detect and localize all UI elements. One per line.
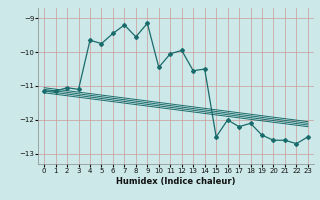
X-axis label: Humidex (Indice chaleur): Humidex (Indice chaleur)	[116, 177, 236, 186]
